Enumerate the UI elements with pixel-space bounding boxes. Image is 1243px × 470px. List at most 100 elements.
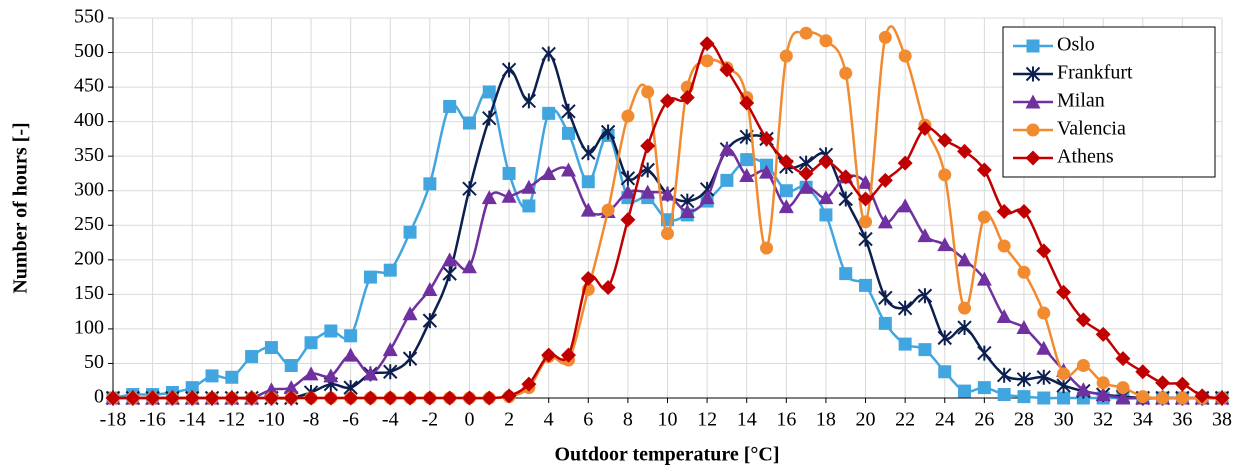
marker bbox=[1016, 371, 1032, 387]
marker bbox=[679, 89, 695, 105]
x-tick-label: -6 bbox=[342, 409, 359, 431]
marker bbox=[1025, 66, 1041, 82]
marker bbox=[1056, 378, 1071, 394]
marker bbox=[164, 390, 180, 406]
marker bbox=[897, 198, 913, 213]
y-tick-label: 100 bbox=[74, 317, 104, 339]
marker bbox=[461, 390, 477, 406]
marker bbox=[303, 390, 319, 406]
marker bbox=[917, 228, 933, 243]
marker bbox=[324, 324, 338, 338]
marker bbox=[1037, 391, 1051, 405]
x-axis-title: Outdoor temperature [°C] bbox=[555, 444, 780, 466]
marker bbox=[779, 184, 793, 198]
marker bbox=[917, 121, 933, 137]
marker bbox=[1096, 376, 1110, 390]
marker bbox=[739, 95, 755, 111]
marker bbox=[839, 66, 853, 80]
marker bbox=[501, 62, 517, 78]
marker bbox=[1057, 391, 1071, 405]
x-tick-label: 36 bbox=[1172, 409, 1192, 431]
marker bbox=[779, 49, 793, 63]
marker bbox=[859, 278, 873, 292]
marker bbox=[1194, 388, 1210, 404]
marker bbox=[877, 214, 893, 229]
marker bbox=[938, 365, 952, 379]
marker bbox=[303, 366, 319, 381]
x-tick-label: 8 bbox=[623, 409, 633, 431]
legend: Oslo Frankfurt Milan Valencia Athens bbox=[1002, 26, 1216, 178]
marker bbox=[819, 34, 833, 48]
marker bbox=[858, 191, 874, 207]
marker bbox=[560, 347, 576, 363]
marker bbox=[1017, 390, 1031, 404]
marker bbox=[362, 390, 378, 406]
x-tick-label: -12 bbox=[218, 409, 245, 431]
marker bbox=[1036, 243, 1052, 259]
marker bbox=[957, 320, 972, 336]
marker bbox=[858, 174, 874, 189]
x-tick-label: 2 bbox=[504, 409, 514, 431]
marker bbox=[1057, 367, 1071, 381]
y-tick-label: 550 bbox=[74, 6, 104, 28]
marker bbox=[799, 26, 813, 40]
marker bbox=[482, 110, 497, 126]
marker bbox=[641, 85, 655, 99]
marker bbox=[760, 241, 774, 255]
marker bbox=[621, 109, 635, 123]
marker bbox=[1116, 381, 1130, 395]
marker bbox=[482, 85, 496, 99]
marker bbox=[819, 208, 833, 222]
marker bbox=[976, 271, 992, 286]
marker bbox=[699, 190, 715, 205]
marker bbox=[422, 282, 438, 297]
marker bbox=[1135, 364, 1151, 380]
marker bbox=[402, 351, 418, 367]
marker bbox=[977, 210, 991, 224]
marker bbox=[225, 370, 239, 384]
marker bbox=[205, 369, 219, 383]
x-tick-label: 18 bbox=[816, 409, 836, 431]
marker bbox=[125, 390, 141, 406]
marker bbox=[461, 259, 477, 274]
marker bbox=[1076, 359, 1090, 373]
marker bbox=[897, 155, 913, 171]
marker bbox=[1025, 94, 1041, 109]
marker bbox=[481, 190, 497, 205]
marker bbox=[224, 390, 240, 406]
marker bbox=[719, 141, 735, 156]
marker bbox=[700, 54, 714, 68]
marker bbox=[838, 191, 853, 207]
x-tick-label: 34 bbox=[1133, 409, 1153, 431]
marker bbox=[1025, 150, 1041, 166]
marker bbox=[105, 390, 121, 406]
marker bbox=[620, 212, 636, 228]
marker bbox=[184, 390, 200, 406]
marker bbox=[442, 252, 458, 267]
x-tick-label: 4 bbox=[544, 409, 554, 431]
x-tick-label: 6 bbox=[583, 409, 593, 431]
marker bbox=[996, 203, 1012, 219]
legend-label: Oslo bbox=[1057, 34, 1095, 56]
x-tick-label: -8 bbox=[303, 409, 320, 431]
marker bbox=[977, 345, 992, 361]
marker bbox=[937, 330, 952, 346]
y-tick-label: 500 bbox=[74, 40, 104, 62]
marker bbox=[362, 366, 378, 381]
marker bbox=[938, 168, 952, 182]
y-tick-label: 400 bbox=[74, 109, 104, 131]
marker bbox=[838, 169, 854, 185]
y-tick-label: 450 bbox=[74, 75, 104, 97]
y-tick-label: 0 bbox=[94, 386, 104, 408]
marker bbox=[264, 341, 278, 355]
marker bbox=[521, 376, 537, 392]
marker bbox=[561, 103, 576, 119]
marker bbox=[798, 165, 814, 181]
marker bbox=[818, 190, 834, 205]
marker bbox=[859, 215, 873, 229]
marker bbox=[204, 390, 220, 406]
marker bbox=[283, 380, 299, 395]
marker bbox=[759, 131, 775, 147]
x-tick-label: 14 bbox=[737, 409, 757, 431]
marker bbox=[521, 179, 537, 194]
